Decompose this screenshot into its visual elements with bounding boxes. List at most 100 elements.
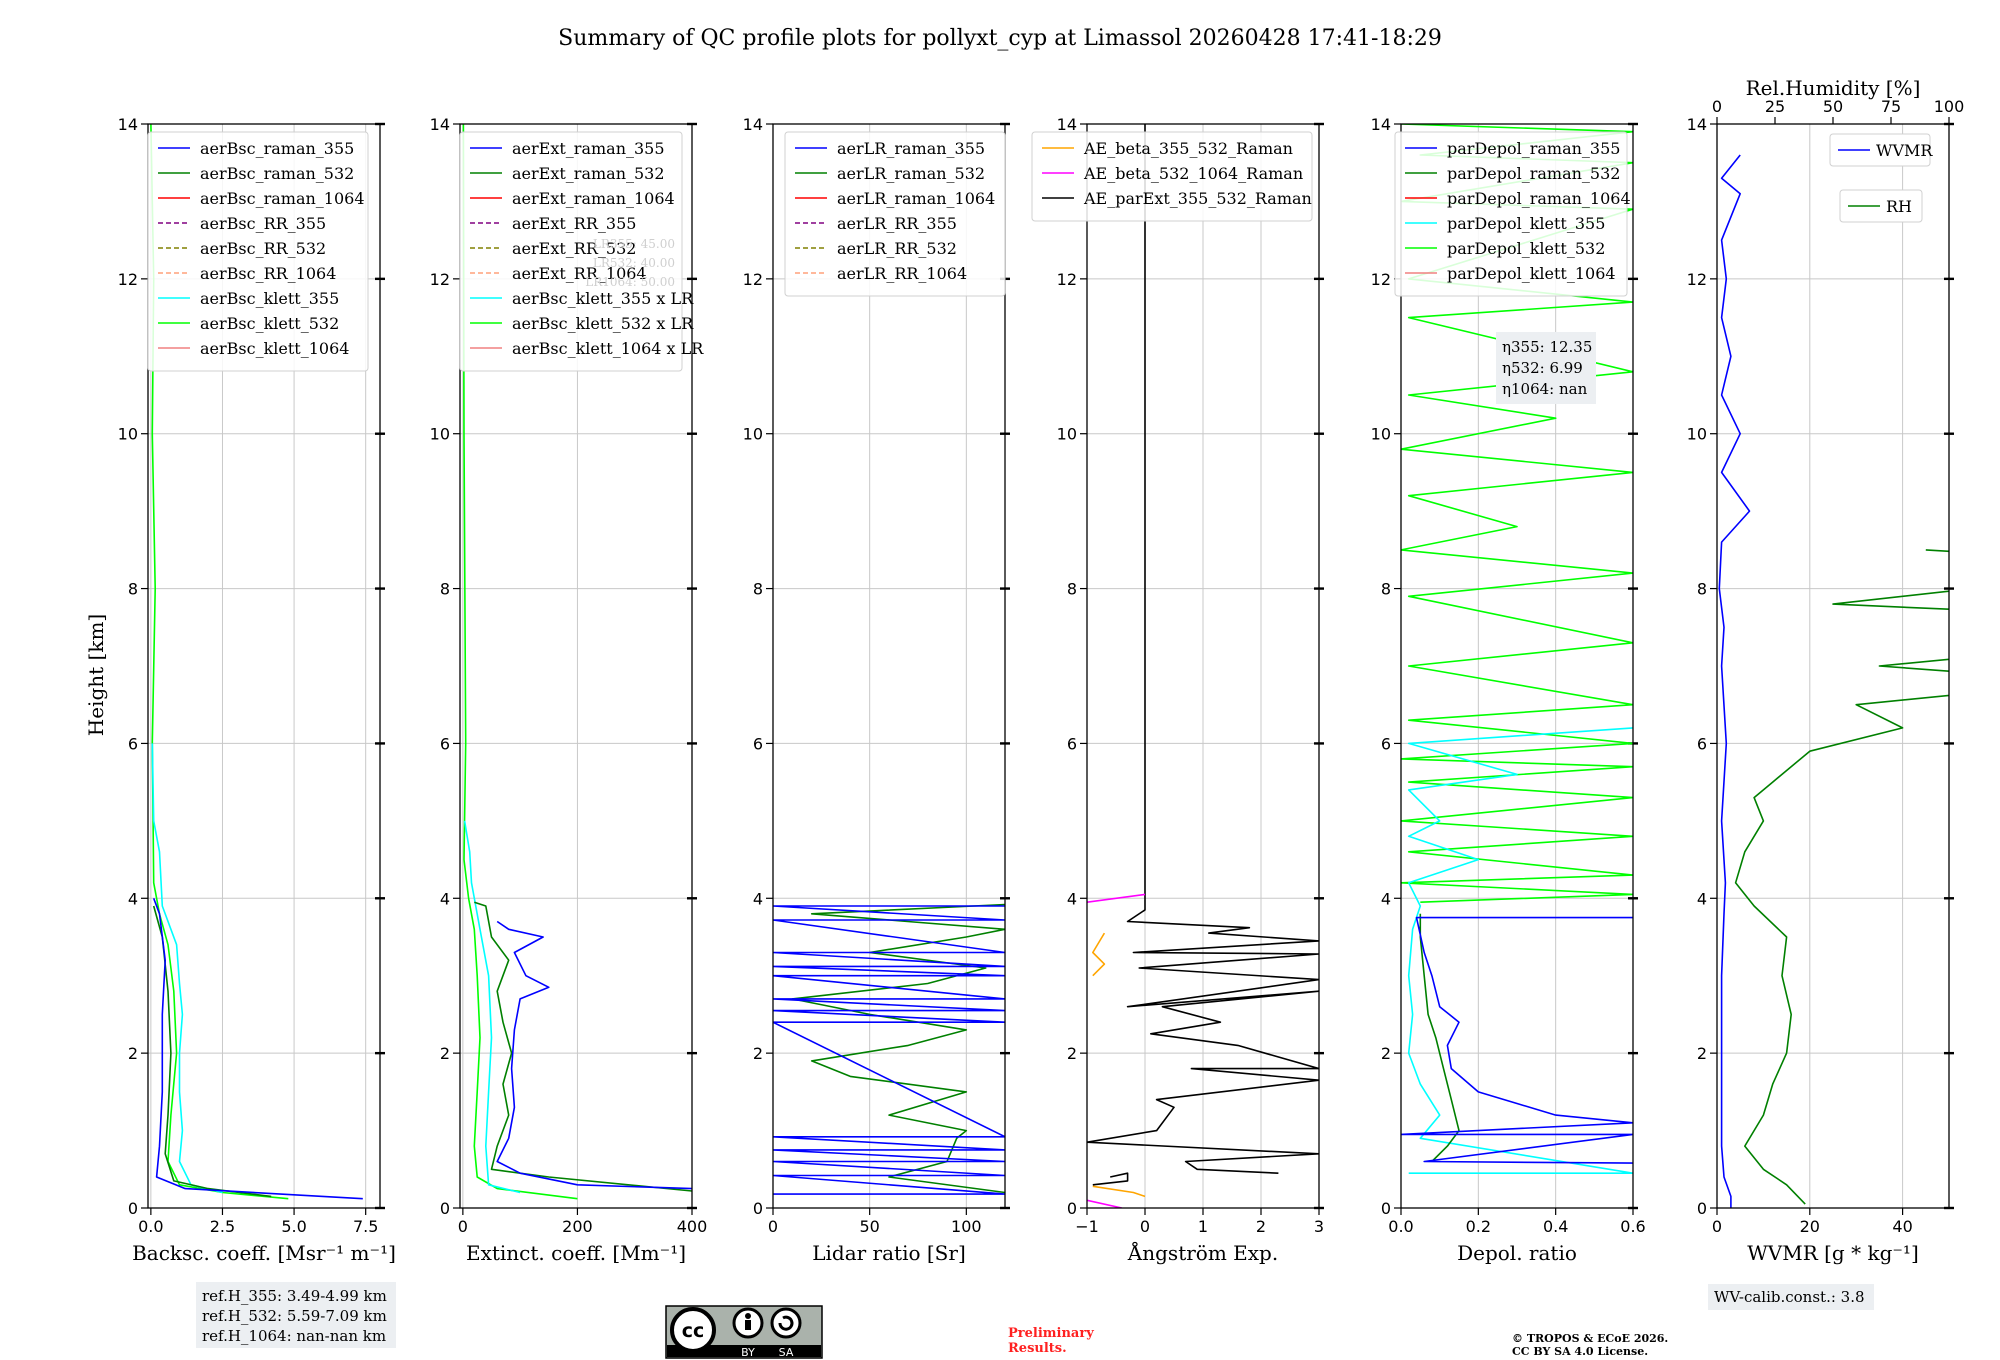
panel-1: 0.0 2.5 5.0 7.5 0 2 4 6 8 10 12 14 Backsc. coeff. [M…	[118, 115, 396, 1265]
y-tick-label: 0	[1381, 1199, 1391, 1218]
legend-frame	[147, 131, 369, 372]
series-line-parDepol_raman_355	[1401, 916, 1633, 1164]
x-tick-label: 0.6	[1620, 1217, 1645, 1236]
axes-frame	[1400, 123, 1634, 1209]
x-tick-label: −1	[1075, 1217, 1099, 1236]
legend-label: parDepol_raman_1064	[1447, 189, 1631, 208]
panel-6: 0 20 40 0 2 4 6 8 10 12 14 WVMR [g * kg⁻¹] 0 25 50 75 10…	[1687, 76, 1965, 1265]
x-tick-label: 0	[1712, 1217, 1722, 1236]
series-line-aerExt_raman_355	[496, 920, 692, 1190]
legend-label: aerBsc_RR_532	[200, 239, 326, 258]
legend-label: aerLR_RR_532	[837, 239, 957, 258]
cc-by-label: BY	[741, 1346, 755, 1359]
series-line-AE_parExt_355_532_Raman	[1087, 124, 1319, 1174]
y-tick-label: 4	[440, 889, 450, 908]
cc-letters: cc	[682, 1320, 705, 1342]
legend-box: aerBsc_raman_355 aerBsc_raman_532 aerBsc_r…	[147, 131, 369, 372]
top-x-tick-label: 25	[1765, 97, 1785, 116]
x-tick-label: 0.0	[138, 1217, 163, 1236]
top-x-tick-label: 75	[1881, 97, 1901, 116]
copyright-line1: © TROPOS & ECoE 2026.	[1512, 1332, 1668, 1345]
lr-note: LR1064: 50.00	[585, 275, 675, 289]
y-tick-label: 4	[753, 889, 763, 908]
x-tick-label: 0.4	[1543, 1217, 1568, 1236]
y-tick-label: 2	[128, 1044, 138, 1063]
cc-by-body	[745, 1320, 751, 1330]
y-tick-label: 0	[128, 1199, 138, 1218]
cc-sa-icon	[770, 1307, 802, 1339]
panel-2: 0 200 400 0 2 4 6 8 10 12 14 Extinct. coeff. [Mm⁻¹]…	[430, 115, 708, 1265]
legend-label: aerBsc_raman_1064	[200, 189, 365, 208]
x-tick-label: 0	[768, 1217, 778, 1236]
legend-label: aerBsc_klett_355 x LR	[512, 289, 694, 308]
lr-note: LR532: 40.00	[593, 256, 675, 270]
y-tick-label: 4	[128, 889, 138, 908]
y-tick-label: 4	[1697, 889, 1707, 908]
legend-frame	[1031, 131, 1313, 222]
legend-box: RH	[1839, 189, 1923, 223]
x-tick-label: 0	[458, 1217, 468, 1236]
y-tick-label: 10	[743, 425, 763, 444]
y-tick-label: 14	[1687, 115, 1707, 134]
cc-by-head	[745, 1313, 751, 1319]
series-line-aerBsc_klett_532	[150, 124, 289, 1200]
legend-label: parDepol_raman_355	[1447, 139, 1620, 158]
series-line-AE_beta_532_1064_Raman	[1087, 893, 1146, 903]
y-tick-label: 2	[753, 1044, 763, 1063]
x-tick-label: 3	[1314, 1217, 1324, 1236]
refh-1064: ref.H_1064: nan-nan km	[202, 1327, 386, 1345]
axes-frame	[1086, 123, 1320, 1209]
y-tick-label: 0	[1067, 1199, 1077, 1218]
figure-title: Summary of QC profile plots for pollyxt_…	[558, 26, 1442, 51]
legend-label: aerBsc_klett_1064	[200, 339, 349, 358]
cc-circle-icon	[670, 1307, 716, 1353]
y-tick-label: 8	[753, 580, 763, 599]
legend-box: aerLR_raman_355 aerLR_raman_532 aerLR_rama…	[784, 131, 1006, 297]
legend-label: parDepol_klett_1064	[1447, 264, 1616, 283]
legend-frame	[1829, 133, 1931, 167]
legend-label: aerExt_raman_1064	[512, 189, 675, 208]
x-tick-label: 100	[951, 1217, 982, 1236]
series-line-aerBsc_klett_532 x LR	[462, 124, 578, 1200]
y-tick-label: 10	[1687, 425, 1707, 444]
legend-label: aerLR_raman_1064	[837, 189, 995, 208]
wv-calib-text: WV-calib.const.: 3.8	[1714, 1288, 1865, 1306]
x-tick-label: 0.0	[1388, 1217, 1413, 1236]
series-line-RH	[1734, 549, 1949, 1205]
series-group	[1718, 154, 1949, 1208]
y-tick-label: 8	[1067, 580, 1077, 599]
legend-label: aerBsc_raman_532	[200, 164, 354, 183]
wv-calib-bg	[1708, 1284, 1874, 1310]
y-tick-label: 6	[1381, 734, 1391, 753]
y-tick-label: 12	[1371, 270, 1391, 289]
series-line-WVMR	[1718, 154, 1751, 1208]
lr-note: LR355: 45.00	[593, 237, 675, 251]
legend-label: aerExt_raman_355	[512, 139, 665, 158]
wv-calib-box: WV-calib.const.: 3.8	[1708, 1284, 1874, 1310]
series-line-aerBsc_raman_532	[152, 905, 272, 1198]
series-group	[462, 124, 692, 1200]
legend-label: aerBsc_RR_355	[200, 214, 326, 233]
y-tick-label: 8	[1381, 580, 1391, 599]
y-tick-label: 2	[1697, 1044, 1707, 1063]
x-tick-label: 50	[859, 1217, 879, 1236]
x-tick-label: 5.0	[281, 1217, 306, 1236]
x-tick-label: 2	[1256, 1217, 1266, 1236]
x-tick-label: 7.5	[353, 1217, 378, 1236]
legend-label: aerExt_RR_1064	[512, 264, 647, 283]
series-line-aerLR_raman_355	[773, 905, 1005, 1195]
y-tick-label: 14	[430, 115, 450, 134]
eta-value: η355: 12.35	[1502, 338, 1592, 356]
y-tick-label: 12	[118, 270, 138, 289]
series-group	[1087, 124, 1319, 1208]
legend-label: WVMR	[1876, 141, 1933, 160]
y-tick-label: 8	[1697, 580, 1707, 599]
x-tick-label: 400	[677, 1217, 708, 1236]
cc-license-logo: cc BY SA	[665, 1305, 823, 1359]
y-tick-label: 8	[440, 580, 450, 599]
legend-label: AE_parExt_355_532_Raman	[1083, 189, 1312, 208]
legend-label: aerBsc_klett_1064 x LR	[512, 339, 704, 358]
x-axis-label: Backsc. coeff. [Msr⁻¹ m⁻¹]	[132, 1241, 396, 1265]
x-tick-label: 0.2	[1466, 1217, 1491, 1236]
